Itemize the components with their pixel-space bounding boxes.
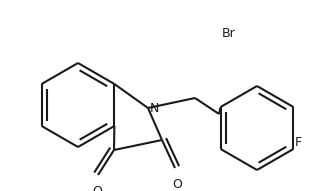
Text: N: N [150,103,159,116]
Text: O: O [92,185,102,191]
Text: O: O [172,178,182,191]
Text: Br: Br [222,27,236,40]
Text: F: F [295,137,302,150]
